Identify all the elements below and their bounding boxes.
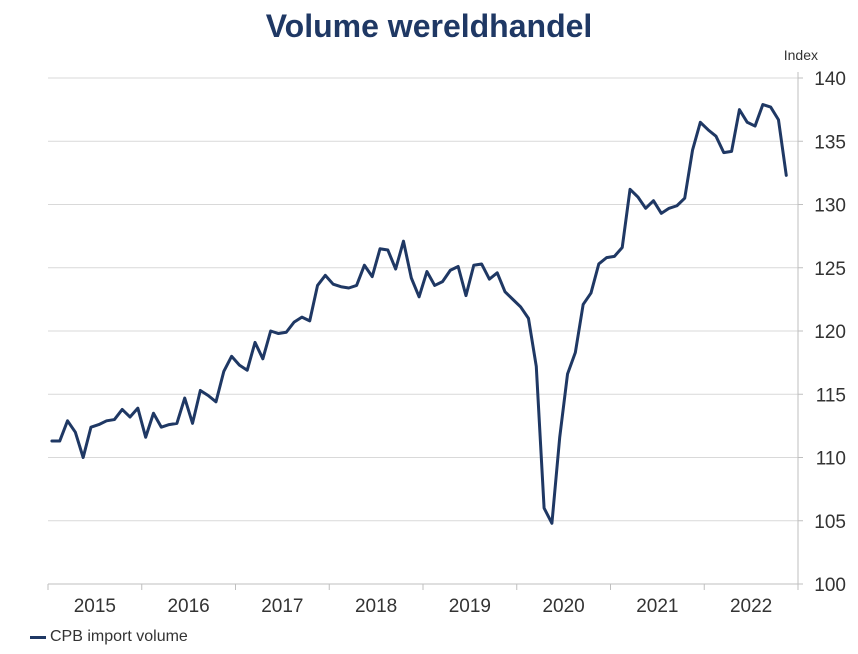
y-tick-label: 110 [816, 449, 846, 470]
x-tick-label: 2016 [167, 596, 209, 617]
x-tick-label: 2022 [730, 596, 772, 617]
y-tick-label: 115 [816, 385, 846, 406]
x-tick-label: 2015 [74, 596, 116, 617]
x-tick-label: 2017 [261, 596, 303, 617]
y-tick-label: 105 [814, 512, 846, 533]
y-tick-label: 100 [814, 575, 846, 596]
legend-swatch [30, 635, 46, 639]
y-tick-label: 130 [814, 196, 846, 217]
chart-title: Volume wereldhandel [265, 8, 593, 44]
legend: CPB import volume [30, 628, 188, 646]
x-tick-label: 2019 [449, 596, 491, 617]
x-tick-label: 2021 [636, 596, 678, 617]
series-line-cpb-import-volume [50, 103, 788, 525]
x-axis: 2015 2016 2017 2018 2019 2020 2021 2022 [47, 583, 799, 617]
y-axis: 100 105 110 115 120 125 130 135 140 [797, 69, 846, 596]
y-tick-label: 135 [814, 132, 846, 153]
y-tick-label: 125 [814, 259, 846, 280]
y-axis-unit-label: Index [784, 47, 818, 63]
gridlines [48, 77, 798, 585]
y-tick-label: 140 [814, 69, 846, 90]
y-tick-label: 120 [814, 322, 846, 343]
series-layer [50, 103, 788, 525]
legend-label: CPB import volume [50, 628, 188, 645]
x-tick-label: 2020 [542, 596, 584, 617]
x-tick-label: 2018 [355, 596, 397, 617]
